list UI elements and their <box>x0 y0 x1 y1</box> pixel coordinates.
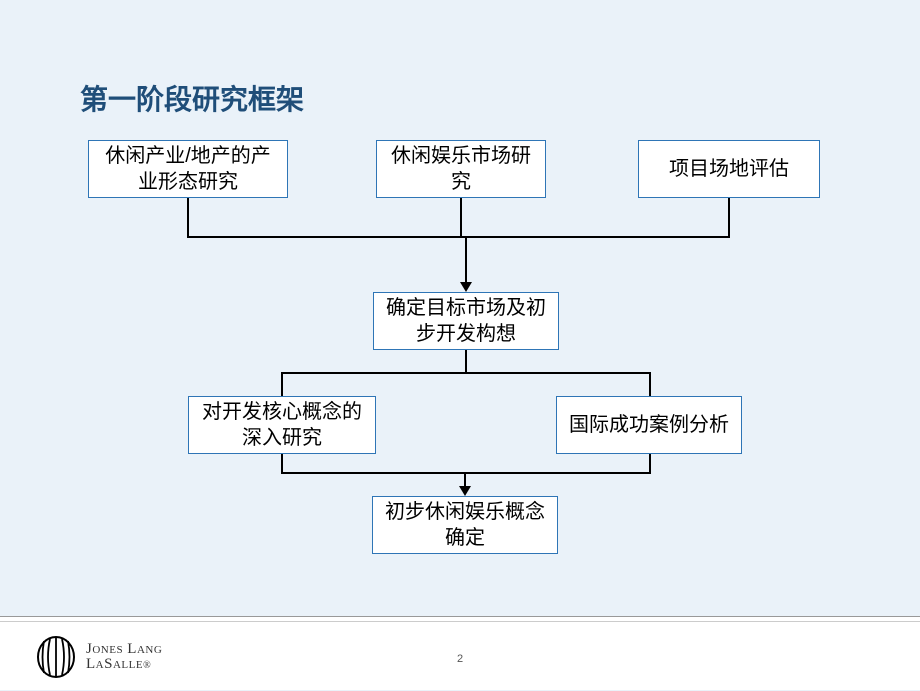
connector <box>460 198 462 238</box>
node-label: 初步休闲娱乐概念确定 <box>383 499 547 551</box>
node-label: 休闲产业/地产的产业形态研究 <box>99 143 277 195</box>
brand-line2: LaSalle® <box>86 657 162 672</box>
node-industry-research: 休闲产业/地产的产业形态研究 <box>88 140 288 198</box>
node-label: 对开发核心概念的深入研究 <box>199 399 365 451</box>
arrow-down-icon <box>459 486 471 496</box>
brand-line1: Jones Lang <box>86 642 162 657</box>
connector <box>187 198 189 238</box>
connector <box>281 454 283 472</box>
connector <box>281 372 651 374</box>
page-number: 2 <box>457 653 463 665</box>
connector <box>465 236 467 282</box>
arrow-down-icon <box>460 282 472 292</box>
connector <box>649 372 651 396</box>
node-international-case: 国际成功案例分析 <box>556 396 742 454</box>
node-target-market: 确定目标市场及初步开发构想 <box>373 292 559 350</box>
connector <box>187 236 730 238</box>
connector <box>281 472 651 474</box>
flowchart: 休闲产业/地产的产业形态研究 休闲娱乐市场研究 项目场地评估 确定目标市场及初步… <box>0 0 920 620</box>
node-core-concept-study: 对开发核心概念的深入研究 <box>188 396 376 454</box>
footer: Jones Lang LaSalle® 2 <box>0 616 920 690</box>
node-site-evaluation: 项目场地评估 <box>638 140 820 198</box>
node-label: 国际成功案例分析 <box>569 412 729 438</box>
connector <box>649 454 651 472</box>
node-label: 休闲娱乐市场研究 <box>387 143 535 195</box>
brand-name: Jones Lang LaSalle® <box>86 642 162 672</box>
node-label: 项目场地评估 <box>669 156 789 182</box>
node-label: 确定目标市场及初步开发构想 <box>384 295 548 347</box>
connector <box>465 350 467 372</box>
brand-logo-icon <box>36 636 76 678</box>
node-market-research: 休闲娱乐市场研究 <box>376 140 546 198</box>
connector <box>281 372 283 396</box>
node-final-concept: 初步休闲娱乐概念确定 <box>372 496 558 554</box>
connector <box>728 198 730 238</box>
connector <box>464 472 466 486</box>
